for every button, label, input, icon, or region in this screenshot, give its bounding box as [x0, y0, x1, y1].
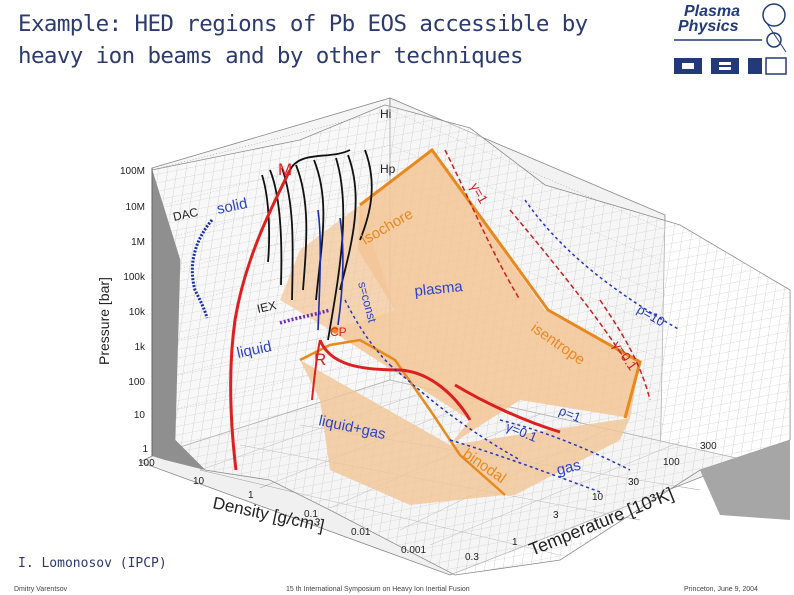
- pressure-axis-label: Pressure [bar]: [96, 277, 112, 365]
- surface-shadow-right: [700, 440, 790, 520]
- label-plasma: plasma: [414, 278, 465, 300]
- temperature-tick: 100: [663, 457, 680, 468]
- label-CP: CP: [330, 325, 347, 339]
- dac-curve: [190, 219, 214, 319]
- pressure-tick: 1: [142, 444, 148, 455]
- binodal-line: [299, 338, 506, 496]
- title-line-1: Example: HED regions of Pb EOS accessibl…: [18, 11, 588, 37]
- gamma-lines: [444, 149, 651, 401]
- label-gas: gas: [555, 457, 583, 479]
- pressure-tick: 100M: [120, 166, 145, 177]
- density-tick: 0.1: [304, 509, 318, 520]
- author-credit: I. Lomonosov (IPCP): [18, 556, 167, 571]
- two-phase-region: [300, 360, 505, 505]
- label-solid: solid: [215, 195, 249, 218]
- label-R: R: [314, 350, 326, 369]
- title-line-2: heavy ion beams and by other techniques: [18, 43, 524, 69]
- label-DAC: DAC: [172, 205, 200, 224]
- pressure-tick: 10M: [126, 202, 145, 213]
- temperature-tick: 1: [512, 537, 518, 548]
- release-isentrope-R: [318, 339, 472, 421]
- pressure-tick: 100k: [123, 272, 146, 283]
- pressure-tick: 10: [134, 410, 146, 421]
- label-liquid: liquid: [235, 338, 273, 362]
- density-tick: 1: [248, 490, 254, 501]
- logo-line-2: Physics: [678, 18, 739, 35]
- pressure-axis: 100M 10M 1M 100k 10k 1k 100 10 1 Pressur…: [96, 166, 153, 456]
- temperature-tick: 10: [592, 492, 604, 503]
- density-tick: 10: [193, 476, 205, 487]
- temperature-tick: 0.3: [465, 552, 479, 563]
- footer-presenter: Dmitry Varentsov: [14, 586, 68, 593]
- surface-shadow-left: [152, 170, 205, 470]
- footer-date: Princeton, June 9, 2004: [684, 586, 758, 593]
- pressure-tick: 10k: [129, 307, 146, 318]
- label-Hi: Hi: [380, 107, 391, 121]
- isochore-line: [359, 147, 642, 419]
- temperature-tick: 3: [553, 510, 559, 521]
- density-tick: 0.001: [401, 545, 426, 556]
- label-Hp: Hp: [380, 162, 396, 176]
- pressure-tick: 1k: [134, 342, 146, 353]
- density-tick: 0.01: [351, 527, 371, 538]
- pressure-tick: 1M: [131, 237, 145, 248]
- isentrope-curves: [261, 149, 373, 341]
- temperature-tick: 300: [700, 441, 717, 452]
- density-tick: 100: [138, 458, 155, 469]
- pressure-tick: 100: [128, 377, 145, 388]
- rho-lines: [344, 199, 681, 493]
- slide-title: Example: HED regions of Pb EOS accessibl…: [18, 8, 618, 72]
- critical-point: [331, 326, 339, 334]
- label-IEX: IEX: [256, 298, 278, 316]
- logo-line-1: Plasma: [684, 3, 740, 20]
- temperature-tick: 30: [628, 477, 640, 488]
- plasma-physics-logo: Plasma Physics: [674, 3, 787, 75]
- label-M: M: [278, 160, 292, 179]
- shock-hugoniot-M: [229, 169, 292, 471]
- footer-conference: 15 th International Symposium on Heavy I…: [286, 586, 470, 593]
